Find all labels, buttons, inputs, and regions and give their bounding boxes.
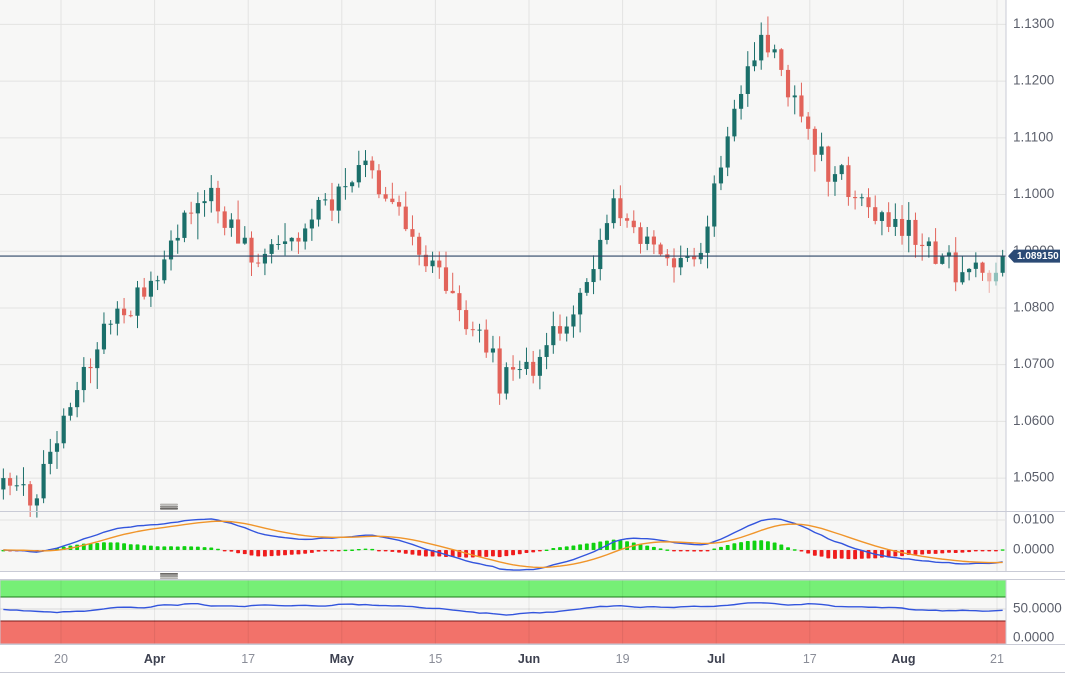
- svg-text:1.0500: 1.0500: [1013, 470, 1054, 485]
- svg-text:1.1200: 1.1200: [1013, 73, 1054, 88]
- svg-text:0.0100: 0.0100: [1013, 512, 1054, 527]
- svg-text:0.0000: 0.0000: [1013, 630, 1054, 645]
- svg-text:Jul: Jul: [707, 652, 725, 666]
- svg-text:20: 20: [54, 652, 68, 666]
- svg-text:1.0600: 1.0600: [1013, 413, 1054, 428]
- svg-text:1.1300: 1.1300: [1013, 16, 1054, 31]
- svg-text:15: 15: [428, 652, 442, 666]
- svg-text:1.089150: 1.089150: [1017, 251, 1059, 262]
- svg-text:Apr: Apr: [144, 652, 166, 666]
- svg-text:0.0000: 0.0000: [1013, 542, 1054, 557]
- svg-text:1.1100: 1.1100: [1013, 129, 1053, 144]
- svg-text:17: 17: [241, 652, 255, 666]
- svg-text:1.1000: 1.1000: [1013, 186, 1054, 201]
- svg-text:21: 21: [990, 652, 1004, 666]
- svg-text:1.0700: 1.0700: [1013, 356, 1054, 371]
- svg-text:Aug: Aug: [891, 652, 915, 666]
- svg-text:1.0800: 1.0800: [1013, 300, 1054, 315]
- svg-text:19: 19: [616, 652, 630, 666]
- svg-text:17: 17: [803, 652, 817, 666]
- svg-text:50.0000: 50.0000: [1013, 601, 1062, 616]
- svg-text:May: May: [330, 652, 354, 666]
- svg-text:Jun: Jun: [518, 652, 540, 666]
